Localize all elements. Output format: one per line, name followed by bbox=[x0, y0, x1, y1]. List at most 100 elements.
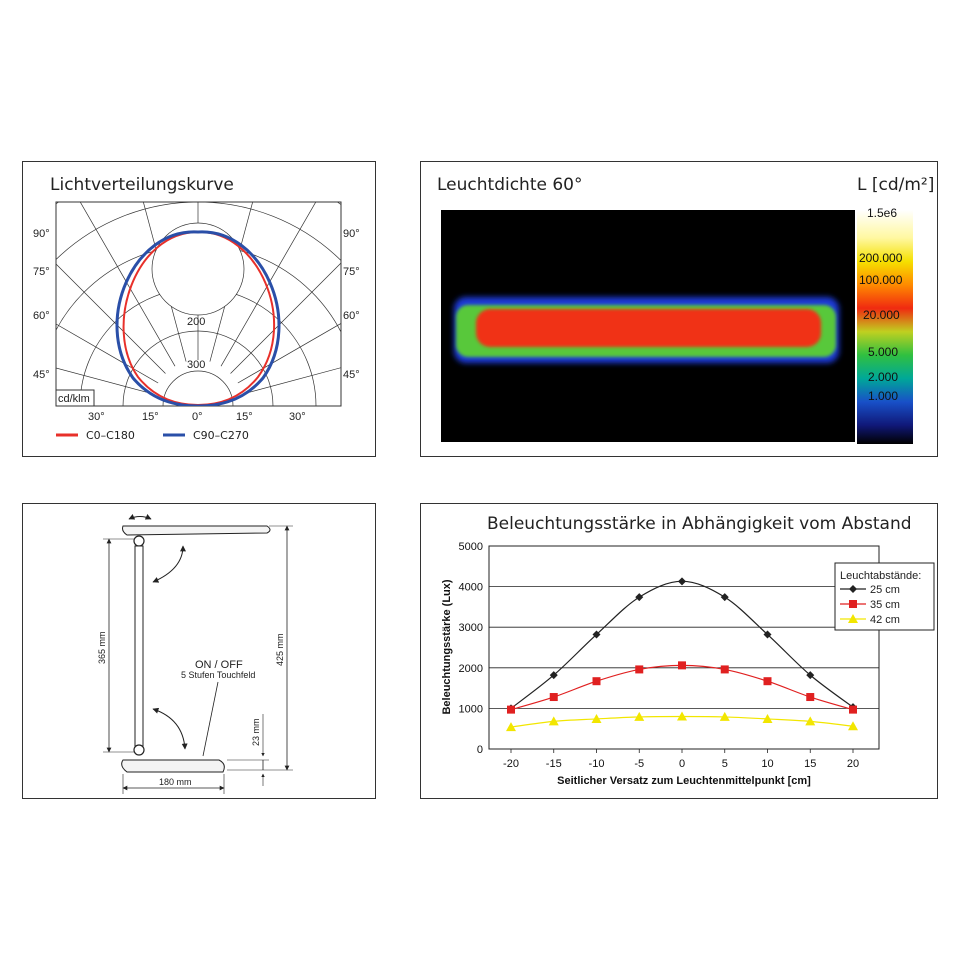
angle-label-left-90: 90° bbox=[33, 228, 50, 240]
series-line-1 bbox=[510, 664, 854, 711]
polar-spoke-60 bbox=[220, 202, 317, 367]
luminance-title: Leuchtdichte 60° bbox=[437, 175, 583, 195]
series-point-0 bbox=[592, 630, 601, 639]
polar-ring-0 bbox=[162, 370, 234, 406]
legend-marker-0 bbox=[849, 585, 857, 593]
series-point-2 bbox=[506, 722, 516, 732]
plot-frame bbox=[488, 545, 880, 750]
series-line-0 bbox=[510, 580, 854, 709]
polar-spoke-45 bbox=[230, 262, 341, 374]
x-tick-label: 10 bbox=[761, 758, 773, 770]
series-point-0 bbox=[720, 593, 729, 602]
legend-marker-2 bbox=[848, 614, 858, 623]
x-tick-label: -5 bbox=[634, 758, 644, 770]
luminance-panel: Leuchtdichte 60° L [cd/m²] 1.5e6 200.000… bbox=[420, 161, 938, 457]
angle-label-bottom-0: 0° bbox=[192, 411, 203, 423]
lamp-joint-bottom bbox=[133, 744, 145, 756]
x-tick-label: -15 bbox=[546, 758, 562, 770]
series-point-1 bbox=[592, 677, 601, 686]
legend-label-2: 42 cm bbox=[870, 614, 900, 626]
luminance-scale-title: L [cd/m²] bbox=[857, 175, 934, 195]
dim-label-base-width: 180 mm bbox=[159, 777, 192, 787]
y-tick-label: 5000 bbox=[459, 541, 483, 553]
series-point-0 bbox=[635, 593, 644, 602]
series-point-1 bbox=[720, 665, 729, 674]
y-tick-label: 0 bbox=[477, 744, 483, 756]
angle-label-right-90: 90° bbox=[343, 228, 360, 240]
series-point-2 bbox=[677, 711, 687, 721]
illuminance-chart: Beleuchtungsstärke in Abhängigkeit vom A… bbox=[441, 514, 935, 787]
series-point-2 bbox=[848, 721, 858, 731]
x-tick-label: -20 bbox=[503, 758, 519, 770]
angle-label-bottom-15-left: 15° bbox=[142, 411, 159, 423]
series-point-2 bbox=[591, 713, 602, 723]
series-point-2 bbox=[805, 716, 816, 726]
polar-spoke-15 bbox=[242, 367, 341, 395]
legend-label-0: 25 cm bbox=[870, 584, 900, 596]
lamp-dimension-drawing: ON / OFF 5 Stufen Touchfeld 365 mm 425 m… bbox=[97, 514, 293, 794]
legend-marker-1 bbox=[849, 600, 857, 608]
dim-label-base-height: 23 mm bbox=[251, 718, 261, 746]
touch-leader-line bbox=[202, 681, 219, 757]
y-tick-label: 1000 bbox=[459, 703, 483, 715]
dim-label-total: 425 mm bbox=[275, 633, 285, 666]
y-tick-label: 3000 bbox=[459, 622, 483, 634]
curve-c90-c270 bbox=[115, 230, 281, 406]
angle-label-left-75: 75° bbox=[33, 266, 50, 278]
lamp-joint-top bbox=[133, 535, 145, 547]
lamp-base bbox=[121, 759, 225, 773]
series-point-0 bbox=[678, 577, 686, 586]
scale-label-3: 100.000 bbox=[859, 273, 903, 287]
angle-label-right-45: 45° bbox=[343, 369, 360, 381]
y-tick-label: 2000 bbox=[459, 663, 483, 675]
series-point-2 bbox=[762, 713, 773, 723]
polar-spoke-30 bbox=[237, 323, 341, 384]
series-point-1 bbox=[549, 693, 558, 702]
series-point-1 bbox=[678, 661, 686, 670]
radial-label-200: 200 bbox=[187, 316, 205, 328]
y-axis-title: Beleuchtungsstärke (Lux) bbox=[441, 579, 453, 714]
legend-label-c90: C90–C270 bbox=[193, 429, 249, 442]
polar-spoke-120 bbox=[79, 202, 176, 367]
illuminance-panel: Beleuchtungsstärke in Abhängigkeit vom A… bbox=[420, 503, 938, 799]
series-point-0 bbox=[763, 630, 772, 639]
angle-label-right-60: 60° bbox=[343, 310, 360, 322]
scale-label-4: 20.000 bbox=[863, 308, 900, 322]
scale-label-6: 2.000 bbox=[868, 370, 898, 384]
touch-label: 5 Stufen Touchfeld bbox=[181, 670, 255, 680]
arm-rotate-arrow-top bbox=[152, 545, 186, 583]
chart-legend: Leuchtabstände: 25 cm 35 cm 42 cm bbox=[834, 562, 935, 631]
scale-label-2: 200.000 bbox=[859, 251, 903, 265]
angle-label-right-75: 75° bbox=[343, 266, 360, 278]
polar-unit-label: cd/klm bbox=[58, 393, 90, 405]
polar-chart: Lichtverteilungskurve cd/klm 90° 75° 60°… bbox=[33, 175, 360, 442]
luminance-colorbar bbox=[857, 210, 913, 444]
x-tick-label: 15 bbox=[804, 758, 816, 770]
scale-label-7: 1.000 bbox=[868, 389, 898, 403]
luminance-hot-zone bbox=[476, 309, 821, 347]
polar-center-circle bbox=[151, 222, 245, 316]
radial-label-300: 300 bbox=[187, 359, 205, 371]
on-off-label: ON / OFF bbox=[195, 659, 243, 671]
series-point-1 bbox=[507, 705, 515, 714]
scale-label-5: 5.000 bbox=[868, 345, 898, 359]
angle-label-left-45: 45° bbox=[33, 369, 50, 381]
series-point-1 bbox=[635, 665, 644, 674]
lamp-head bbox=[122, 525, 271, 536]
lamp-arm bbox=[134, 545, 144, 747]
dim-label-arm: 365 mm bbox=[97, 631, 107, 664]
legend-label-c0: C0–C180 bbox=[86, 429, 135, 442]
scale-label-1: 1.5e6 bbox=[867, 206, 897, 220]
arm-rotate-arrow-bottom bbox=[152, 707, 188, 750]
angle-label-bottom-15-right: 15° bbox=[236, 411, 253, 423]
x-tick-label: -10 bbox=[589, 758, 605, 770]
x-tick-label: 0 bbox=[679, 758, 685, 770]
x-axis-title: Seitlicher Versatz zum Leuchtenmittelpun… bbox=[557, 775, 811, 787]
series-point-2 bbox=[548, 716, 559, 726]
head-rotate-arrow bbox=[128, 514, 152, 520]
polar-panel: Lichtverteilungskurve cd/klm 90° 75° 60°… bbox=[22, 161, 376, 457]
angle-label-bottom-30-left: 30° bbox=[88, 411, 105, 423]
series-point-1 bbox=[806, 693, 815, 702]
angle-label-bottom-30-right: 30° bbox=[289, 411, 306, 423]
series-point-1 bbox=[763, 677, 772, 686]
